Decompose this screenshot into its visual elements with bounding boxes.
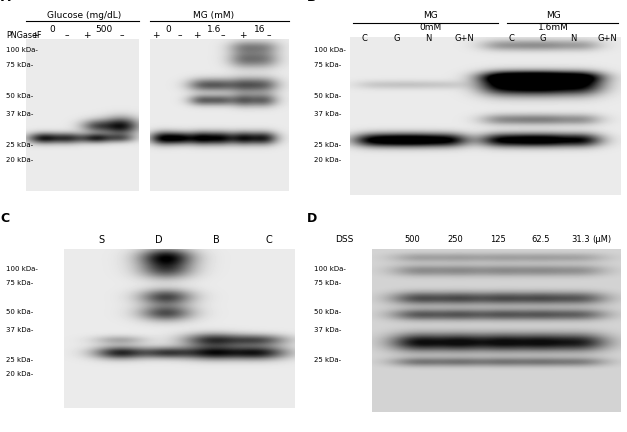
Text: 37 kDa-: 37 kDa- [314, 111, 341, 118]
Text: 75 kDa-: 75 kDa- [314, 62, 340, 68]
Text: –: – [177, 31, 182, 40]
Text: 1.6mM: 1.6mM [538, 23, 569, 32]
Text: C: C [508, 34, 515, 42]
Text: +: + [239, 31, 246, 40]
Text: 20 kDa-: 20 kDa- [6, 157, 33, 163]
Text: 62.5: 62.5 [532, 235, 550, 244]
Text: D: D [155, 235, 163, 245]
Text: 20 kDa-: 20 kDa- [6, 371, 33, 377]
Text: 50 kDa-: 50 kDa- [6, 93, 33, 99]
Text: C: C [361, 34, 367, 42]
Text: 0: 0 [165, 25, 171, 34]
Text: 100 kDa-: 100 kDa- [6, 266, 38, 272]
Text: G: G [539, 34, 545, 42]
Text: 100 kDa-: 100 kDa- [6, 47, 38, 53]
Text: 75 kDa-: 75 kDa- [6, 280, 33, 286]
Text: 100 kDa-: 100 kDa- [314, 266, 345, 272]
Text: 16: 16 [255, 25, 266, 34]
Text: G: G [393, 34, 399, 42]
Text: 25 kDa-: 25 kDa- [314, 143, 340, 149]
Text: 50 kDa-: 50 kDa- [314, 309, 340, 315]
Text: 1.6: 1.6 [207, 25, 221, 34]
Text: G+N: G+N [597, 34, 617, 42]
Text: +: + [31, 31, 39, 40]
Text: 37 kDa-: 37 kDa- [314, 327, 341, 334]
Text: –: – [266, 31, 271, 40]
Text: 500: 500 [404, 235, 419, 244]
Text: N: N [426, 34, 432, 42]
Text: A: A [1, 0, 10, 4]
Text: (μM): (μM) [593, 235, 611, 244]
Text: MG (mM): MG (mM) [193, 11, 234, 20]
Text: 31.3: 31.3 [571, 235, 590, 244]
Text: 125: 125 [490, 235, 506, 244]
Text: MG: MG [423, 11, 438, 20]
Text: +: + [83, 31, 91, 40]
Text: C: C [265, 235, 272, 245]
Text: C: C [1, 212, 9, 225]
Text: 25 kDa-: 25 kDa- [314, 357, 340, 363]
Text: +: + [152, 31, 160, 40]
Text: 50 kDa-: 50 kDa- [314, 93, 340, 99]
Text: 0mM: 0mM [419, 23, 441, 32]
Text: 75 kDa-: 75 kDa- [314, 280, 340, 286]
Text: +: + [193, 31, 201, 40]
Text: B: B [307, 0, 317, 4]
Text: 50 kDa-: 50 kDa- [6, 309, 33, 315]
Text: Glucose (mg/dL): Glucose (mg/dL) [47, 11, 121, 20]
Text: 20 kDa-: 20 kDa- [314, 157, 340, 163]
Text: MG: MG [545, 11, 561, 20]
Text: DSS: DSS [335, 235, 354, 244]
Text: PNGaseF: PNGaseF [6, 31, 42, 40]
Text: 100 kDa-: 100 kDa- [314, 47, 345, 53]
Text: –: – [220, 31, 225, 40]
Text: G+N: G+N [454, 34, 474, 42]
Text: 500: 500 [96, 25, 113, 34]
Text: 250: 250 [447, 235, 463, 244]
Text: 25 kDa-: 25 kDa- [6, 357, 33, 363]
Text: 25 kDa-: 25 kDa- [6, 143, 33, 149]
Text: N: N [570, 34, 576, 42]
Text: –: – [119, 31, 124, 40]
Text: 37 kDa-: 37 kDa- [6, 111, 34, 118]
Text: 37 kDa-: 37 kDa- [6, 327, 34, 334]
Text: B: B [213, 235, 220, 245]
Text: 0: 0 [50, 25, 55, 34]
Text: D: D [307, 212, 318, 225]
Text: 75 kDa-: 75 kDa- [6, 62, 33, 68]
Text: S: S [98, 235, 105, 245]
Text: –: – [65, 31, 69, 40]
